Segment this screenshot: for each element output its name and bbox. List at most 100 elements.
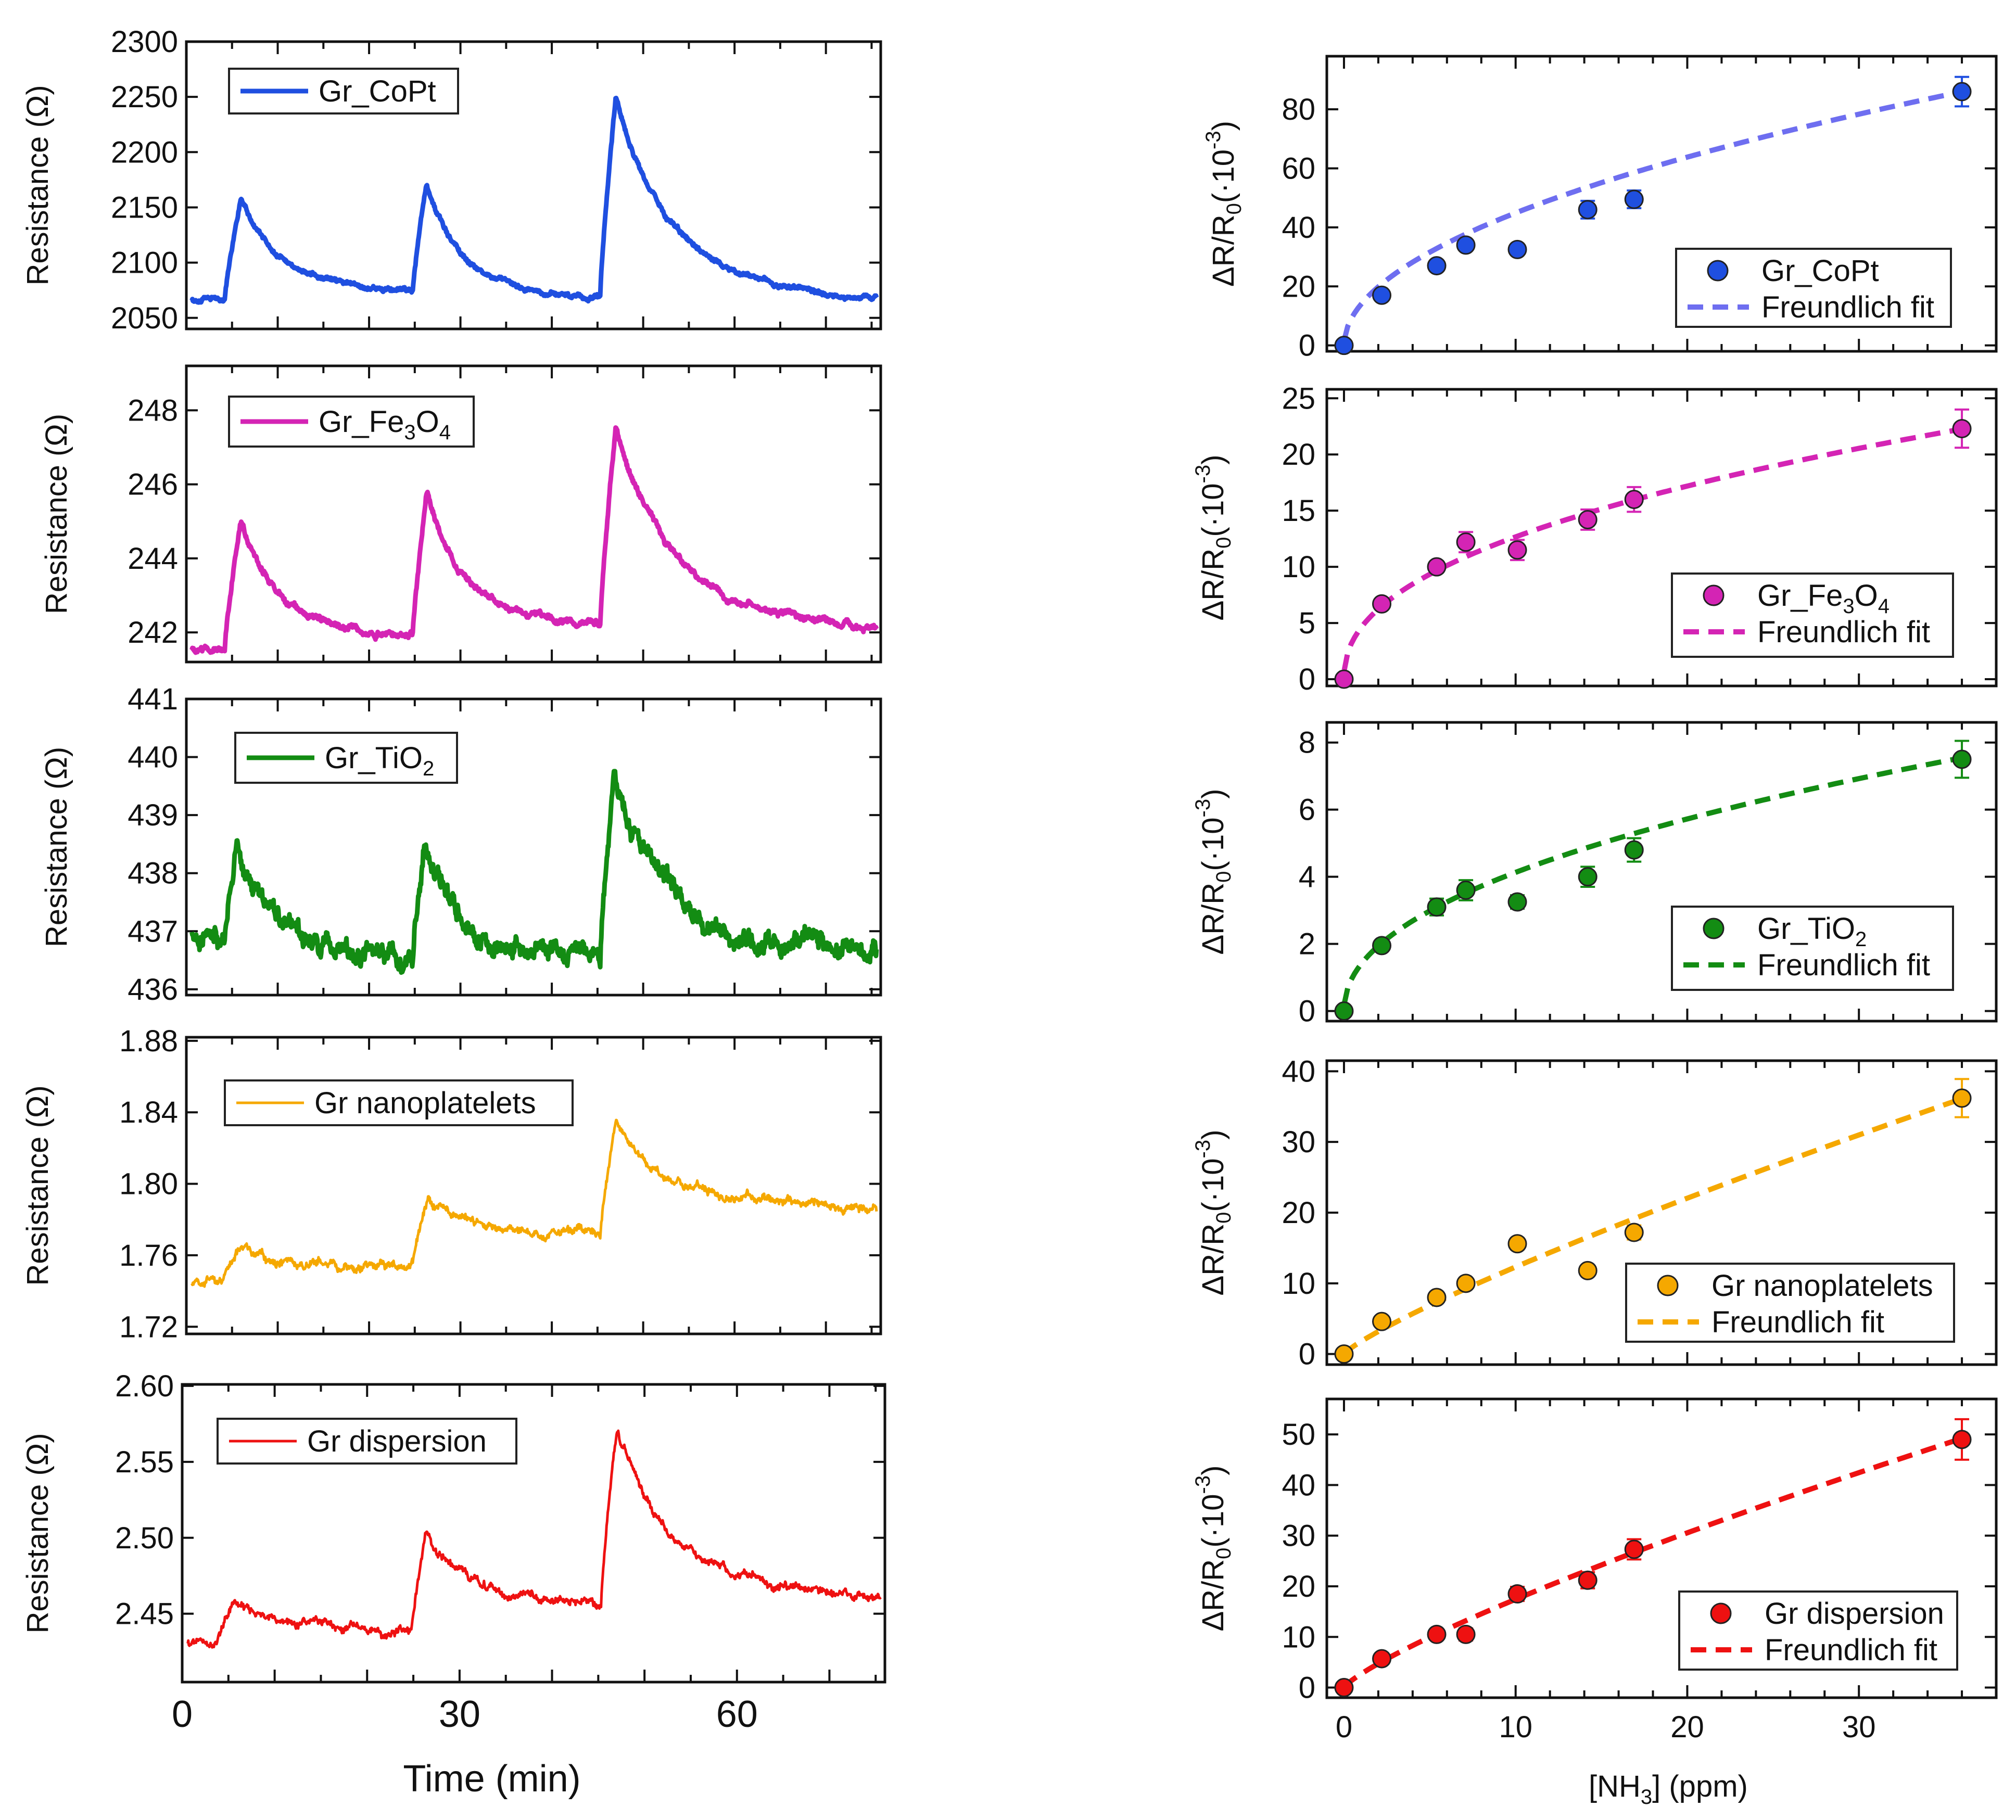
- left-dispersion-ylabel: Resistance (Ω): [21, 1433, 55, 1633]
- right-dispersion-fit-line: [1342, 1435, 1963, 1689]
- right-copt-legend-marker: [1707, 260, 1729, 282]
- right-tio2-point: [1334, 1001, 1354, 1021]
- left-tio2-ytick-label: 439: [128, 798, 178, 832]
- left-dispersion-ytick-label: 2.55: [115, 1445, 174, 1479]
- right-tio2-point: [1624, 840, 1644, 860]
- right-nanoplatelets-ytick-label: 0: [1299, 1338, 1315, 1371]
- right-nanoplatelets-point: [1952, 1088, 1972, 1108]
- left-nanoplatelets-series-line: [191, 1118, 878, 1288]
- right-fe3o4-point: [1372, 594, 1392, 614]
- right-copt-ytick-label: 60: [1282, 151, 1315, 185]
- right-fe3o4-point: [1578, 510, 1597, 529]
- right-dispersion-xtick-label: 30: [1842, 1710, 1876, 1744]
- right-dispersion-xtick-label: 0: [1336, 1710, 1352, 1744]
- right-copt-point: [1334, 336, 1354, 355]
- right-dispersion-point: [1624, 1539, 1644, 1559]
- right-nanoplatelets-point: [1334, 1344, 1354, 1364]
- right-fe3o4-point: [1624, 490, 1644, 510]
- right-dispersion-point: [1456, 1624, 1476, 1644]
- left-tio2-ytick-label: 440: [128, 741, 178, 774]
- right-nanoplatelets-legend-marker: [1657, 1275, 1679, 1296]
- right-nanoplatelets-ytick-label: 10: [1282, 1267, 1315, 1301]
- right-tio2-ytick-label: 2: [1299, 927, 1315, 961]
- right-dispersion-legend-fit-label: Freundlich fit: [1765, 1633, 1937, 1667]
- left-tio2-legend-label: Gr_TiO2: [325, 741, 434, 780]
- left-copt-frame: [185, 40, 882, 330]
- left-tio2-ytick-label: 436: [128, 973, 178, 1007]
- right-nanoplatelets-ytick-label: 30: [1282, 1125, 1315, 1159]
- left-nanoplatelets-ytick-label: 1.72: [119, 1310, 178, 1344]
- right-dispersion-legend-marker: [1710, 1602, 1732, 1624]
- right-copt-legend-fit-label: Freundlich fit: [1761, 290, 1934, 324]
- left-fe3o4-legend: [228, 396, 475, 448]
- left-copt-ytick-label: 2050: [111, 301, 178, 335]
- right-tio2-point: [1507, 892, 1527, 912]
- right-copt-point: [1507, 239, 1527, 259]
- right-fe3o4-point: [1456, 532, 1476, 552]
- right-copt-point: [1427, 256, 1447, 276]
- left-fe3o4-frame: [185, 364, 882, 664]
- left-copt-ytick-label: 2100: [111, 246, 178, 280]
- right-nanoplatelets-ytick-label: 20: [1282, 1196, 1315, 1230]
- right-dispersion-frame: [1325, 1397, 1998, 1699]
- left-copt-series-line: [189, 95, 879, 305]
- left-fe3o4-ytick-label: 248: [128, 393, 178, 427]
- left-fe3o4-ytick-label: 242: [128, 616, 178, 650]
- left-fe3o4-ylabel: Resistance (Ω): [40, 414, 73, 614]
- right-copt-frame: [1325, 55, 1998, 353]
- right-copt-point: [1372, 285, 1392, 305]
- right-dispersion-ytick-label: 40: [1282, 1468, 1315, 1502]
- right-dispersion-ytick-label: 50: [1282, 1418, 1315, 1452]
- left-dispersion-ytick-label: 2.45: [115, 1597, 174, 1631]
- left-fe3o4-ytick-label: 246: [128, 468, 178, 502]
- right-tio2-point: [1372, 936, 1392, 956]
- left-nanoplatelets-ytick-label: 1.76: [119, 1239, 178, 1272]
- left-dispersion-xtick-label: 60: [716, 1694, 758, 1735]
- right-fe3o4-point: [1952, 419, 1972, 439]
- right-fe3o4-ylabel: ΔR/R0(·10-3): [1191, 455, 1235, 621]
- right-nanoplatelets-ytick-label: 40: [1282, 1054, 1315, 1088]
- right-dispersion-panel: 0 10 20 30 40 50 ΔR/R0(·10-3) Gr dispersionFreu…: [1191, 1397, 1998, 1809]
- right-copt-ytick-label: 0: [1299, 329, 1315, 363]
- left-dispersion-frame: [181, 1383, 886, 1684]
- left-copt-panel: 2050 2100 2150 2200 2250 2300 Resistance (Ω) Gr…: [21, 25, 882, 335]
- right-copt-ytick-label: 20: [1282, 270, 1315, 303]
- right-fe3o4-ytick-label: 20: [1282, 438, 1315, 472]
- left-tio2-ytick-label: 438: [128, 857, 178, 890]
- right-tio2-ytick-label: 6: [1299, 793, 1315, 827]
- right-nanoplatelets-fit-line: [1342, 1096, 1963, 1356]
- right-dispersion-xtick-label: 10: [1499, 1710, 1532, 1744]
- right-dispersion-legend-label: Gr dispersion: [1765, 1597, 1944, 1631]
- right-copt-ylabel: ΔR/R0(·10-3): [1202, 121, 1246, 287]
- left-tio2-ytick-label: 441: [128, 682, 178, 716]
- right-dispersion-ytick-label: 30: [1282, 1519, 1315, 1553]
- right-tio2-ytick-label: 0: [1299, 995, 1315, 1028]
- left-copt-ytick-label: 2300: [111, 25, 178, 59]
- right-tio2-frame: [1325, 721, 1998, 1023]
- right-dispersion-ytick-label: 20: [1282, 1570, 1315, 1603]
- right-tio2-ylabel: ΔR/R0(·10-3): [1191, 789, 1235, 955]
- left-fe3o4-ytick-label: 244: [128, 542, 178, 576]
- right-fe3o4-fit-line: [1341, 426, 1963, 671]
- left-nanoplatelets-ylabel: Resistance (Ω): [21, 1085, 55, 1286]
- right-tio2-point: [1456, 880, 1476, 900]
- left-copt-ytick-label: 2150: [111, 190, 178, 224]
- right-copt-point: [1952, 82, 1972, 101]
- right-tio2-point: [1578, 867, 1597, 887]
- left-tio2-ytick-label: 437: [128, 914, 178, 948]
- right-copt-ytick-label: 80: [1282, 93, 1315, 126]
- right-dispersion-ytick-label: 10: [1282, 1620, 1315, 1654]
- right-nanoplatelets-panel: 0 10 20 30 40 ΔR/R0(·10-3) Gr nanoplateletsFre…: [1191, 1054, 1998, 1371]
- right-dispersion-point: [1578, 1570, 1597, 1590]
- left-tio2-ylabel: Resistance (Ω): [40, 747, 73, 947]
- left-dispersion-series-line: [186, 1429, 882, 1649]
- right-nanoplatelets-ylabel: ΔR/R0(·10-3): [1191, 1130, 1235, 1296]
- right-fe3o4-ytick-label: 25: [1282, 381, 1315, 415]
- left-dispersion-xlabel: Time (min): [403, 1758, 580, 1800]
- right-nanoplatelets-point: [1507, 1234, 1527, 1254]
- left-fe3o4-panel: 242 244 246 248 Resistance (Ω) Gr_Fe3O4: [40, 364, 882, 664]
- right-fe3o4-panel: 0 5 10 15 20 25 ΔR/R0(·10-3) Gr_Fe3O4Freundlich…: [1191, 381, 1998, 696]
- right-fe3o4-legend-marker: [1703, 584, 1725, 606]
- right-tio2-ytick-label: 4: [1299, 860, 1315, 894]
